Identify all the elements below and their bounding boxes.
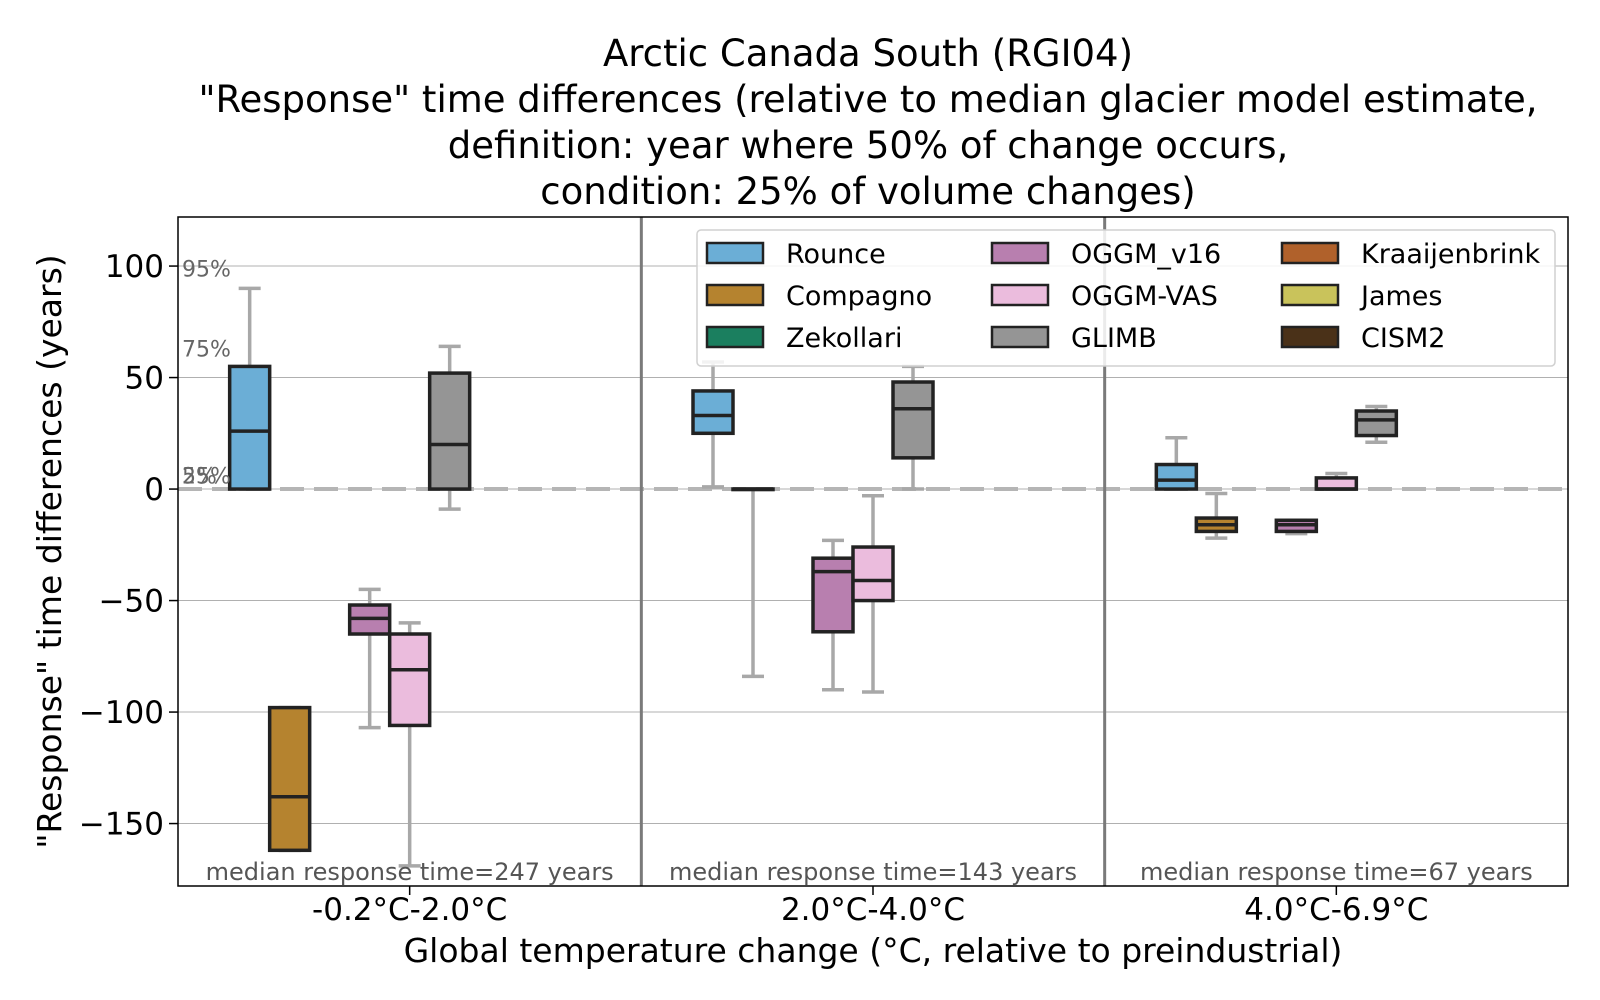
title-line: "Response" time differences (relative to… bbox=[198, 78, 1537, 121]
box-oggm-v16 bbox=[811, 538, 855, 692]
legend-swatch bbox=[705, 283, 765, 307]
box-compagno bbox=[267, 705, 312, 853]
legend-label: OGGM-VAS bbox=[1071, 281, 1218, 312]
y-tick-label: 50 bbox=[125, 361, 164, 397]
box-body bbox=[1354, 409, 1399, 438]
box-body bbox=[691, 389, 735, 436]
box-plots bbox=[227, 286, 1399, 868]
legend-item: Rounce bbox=[705, 239, 886, 270]
box-body bbox=[387, 632, 432, 728]
legend-swatch bbox=[705, 241, 765, 265]
annotations: 95% 75% 5%25% median response time=247 year… bbox=[182, 257, 1533, 886]
title-line: definition: year where 50% of change occ… bbox=[448, 124, 1288, 167]
y-tick-label: 100 bbox=[105, 249, 164, 285]
x-tick-label: 2.0°C-4.0°C bbox=[781, 892, 965, 928]
legend-swatch bbox=[705, 325, 765, 349]
box-rounce bbox=[1154, 436, 1199, 491]
box-rounce bbox=[691, 360, 735, 489]
title-line: Arctic Canada South (RGI04) bbox=[603, 32, 1133, 75]
legend-item: Zekollari bbox=[705, 323, 902, 354]
percentile-label: 5% bbox=[182, 465, 217, 490]
box-body bbox=[851, 545, 895, 603]
axes: 100 50 0 −50 −100 −150 -0.2°C-2.0°C 2.0°C-4.0°C… bbox=[30, 249, 1428, 970]
box-compagno bbox=[731, 487, 775, 679]
legend-label: Rounce bbox=[786, 239, 886, 270]
median-response-annotation: median response time=247 years bbox=[206, 858, 614, 886]
legend-item: James bbox=[1280, 281, 1443, 312]
box-body bbox=[427, 371, 472, 491]
y-axis-label: "Response" time differences (years) bbox=[30, 254, 69, 848]
x-tick-label: -0.2°C-2.0°C bbox=[312, 892, 507, 928]
median-response-annotation: median response time=67 years bbox=[1140, 858, 1533, 886]
box-glimb bbox=[891, 364, 935, 491]
percentile-label: 95% bbox=[182, 257, 231, 282]
legend-item: CISM2 bbox=[1280, 323, 1445, 354]
legend-swatch bbox=[990, 283, 1050, 307]
box-body bbox=[1154, 462, 1199, 491]
legend-label: James bbox=[1359, 281, 1443, 312]
percentile-label: 75% bbox=[182, 338, 231, 363]
legend-item: Compagno bbox=[705, 281, 932, 312]
legend-label: Kraaijenbrink bbox=[1361, 239, 1540, 270]
box-body bbox=[891, 380, 935, 460]
legend-item: OGGM-VAS bbox=[990, 281, 1218, 312]
legend-box bbox=[696, 229, 1556, 367]
title-line: condition: 25% of volume changes) bbox=[540, 170, 1195, 213]
legend-item: GLIMB bbox=[990, 323, 1157, 354]
legend-swatch bbox=[990, 241, 1050, 265]
box-oggm-vas bbox=[387, 621, 432, 868]
chart-title: Arctic Canada South (RGI04)"Response" ti… bbox=[198, 32, 1537, 213]
box-oggm-vas bbox=[851, 494, 895, 694]
box-body bbox=[267, 705, 312, 853]
legend-label: OGGM_v16 bbox=[1071, 239, 1221, 270]
legend-item: Kraaijenbrink bbox=[1280, 239, 1540, 270]
box-oggm-vas bbox=[1314, 471, 1359, 491]
legend-swatch bbox=[1280, 325, 1340, 349]
box-compagno bbox=[1194, 491, 1239, 540]
y-tick-label: −100 bbox=[79, 695, 164, 731]
legend-item: OGGM_v16 bbox=[990, 239, 1221, 270]
legend-label: GLIMB bbox=[1071, 323, 1157, 354]
box-rounce bbox=[227, 286, 272, 491]
box-glimb bbox=[427, 344, 472, 511]
box-oggm-v16 bbox=[1274, 518, 1319, 536]
percentile-label: 25% bbox=[182, 465, 231, 490]
legend-swatch bbox=[1280, 283, 1340, 307]
legend-swatch bbox=[990, 325, 1050, 349]
legend-label: Zekollari bbox=[786, 323, 902, 354]
box-body bbox=[227, 364, 272, 491]
box-body bbox=[811, 556, 855, 634]
legend: Rounce Compagno Zekollari OGGM_v16 OGGM-VAS G… bbox=[696, 229, 1556, 367]
box-glimb bbox=[1354, 404, 1399, 444]
box-oggm-v16 bbox=[347, 587, 392, 730]
legend-label: CISM2 bbox=[1361, 323, 1445, 354]
y-tick-label: 0 bbox=[144, 472, 164, 508]
legend-label: Compagno bbox=[786, 281, 932, 312]
legend-swatch bbox=[1280, 241, 1340, 265]
y-tick-label: −50 bbox=[99, 584, 164, 620]
median-response-annotation: median response time=143 years bbox=[669, 858, 1077, 886]
x-axis-label: Global temperature change (°C, relative … bbox=[404, 931, 1343, 970]
x-tick-label: 4.0°C-6.9°C bbox=[1244, 892, 1428, 928]
y-tick-label: −150 bbox=[79, 807, 164, 843]
